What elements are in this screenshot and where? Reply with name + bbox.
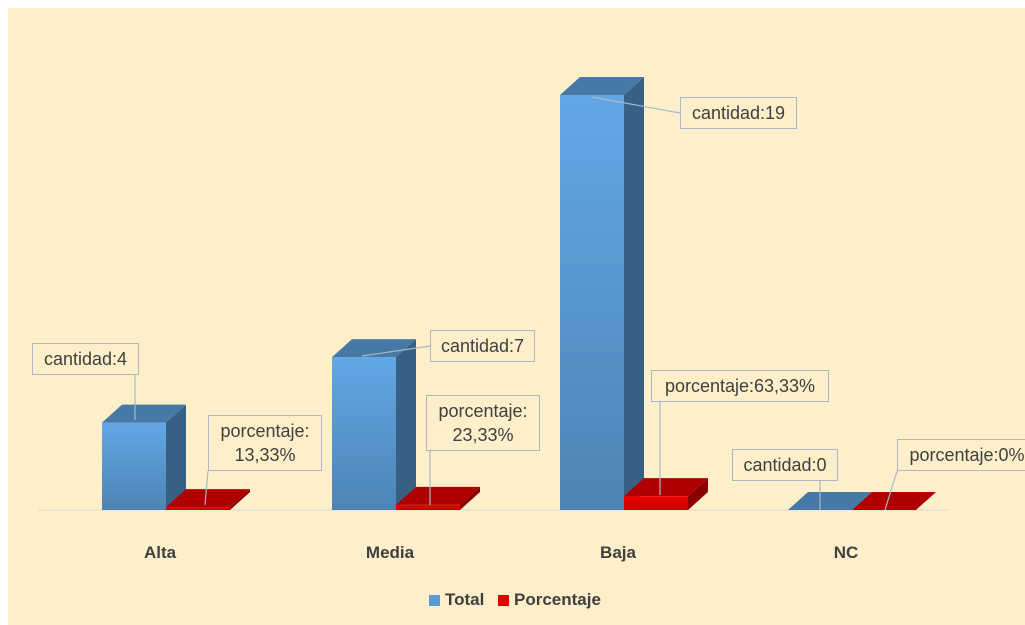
bar-top xyxy=(102,404,186,423)
bar-top xyxy=(560,77,644,95)
data-label: porcentaje: 23,33% xyxy=(426,395,540,451)
bar xyxy=(560,95,624,510)
bar-side xyxy=(166,404,186,510)
bar xyxy=(624,496,688,510)
bar-top xyxy=(166,489,250,508)
leader-line xyxy=(884,470,898,511)
bar-side xyxy=(460,486,480,510)
plot-area xyxy=(38,77,948,511)
legend-swatch xyxy=(498,594,509,606)
data-label: porcentaje: 13,33% xyxy=(208,415,322,471)
bar-top xyxy=(624,478,708,497)
data-label: porcentaje:63,33% xyxy=(651,370,829,402)
legend-label: Total xyxy=(445,590,485,609)
x-tick-label: Media xyxy=(365,543,415,562)
legend-swatch xyxy=(429,594,440,606)
chart: cantidad:4 cantidad:7 cantidad:19 cantidad:… xyxy=(8,8,1025,625)
bar xyxy=(166,507,230,510)
x-tick-label: Baja xyxy=(600,543,636,562)
bar-top xyxy=(332,339,416,358)
data-label: cantidad:4 xyxy=(32,343,139,375)
bar-top xyxy=(788,492,872,510)
leader-line xyxy=(591,96,681,114)
legend-item: Porcentaje xyxy=(498,590,601,610)
bar xyxy=(396,504,460,510)
data-label: cantidad:19 xyxy=(680,97,797,129)
bar-top xyxy=(852,492,936,510)
bar-top xyxy=(396,486,480,505)
bar-side xyxy=(230,489,250,510)
bar-side xyxy=(624,77,644,510)
x-tick-label: NC xyxy=(833,543,859,562)
bar xyxy=(102,422,166,510)
legend-item: Total xyxy=(429,590,484,610)
x-tick-label: Alta xyxy=(143,543,177,562)
bar xyxy=(332,357,396,510)
data-label: porcentaje:0% xyxy=(897,439,1025,471)
bar-side xyxy=(396,339,416,510)
leader-line xyxy=(361,345,431,357)
data-label: cantidad:7 xyxy=(430,330,535,362)
bar-side xyxy=(688,478,708,510)
data-label: cantidad:0 xyxy=(732,449,838,481)
legend-label: Porcentaje xyxy=(514,590,601,609)
leader-line xyxy=(204,470,209,506)
